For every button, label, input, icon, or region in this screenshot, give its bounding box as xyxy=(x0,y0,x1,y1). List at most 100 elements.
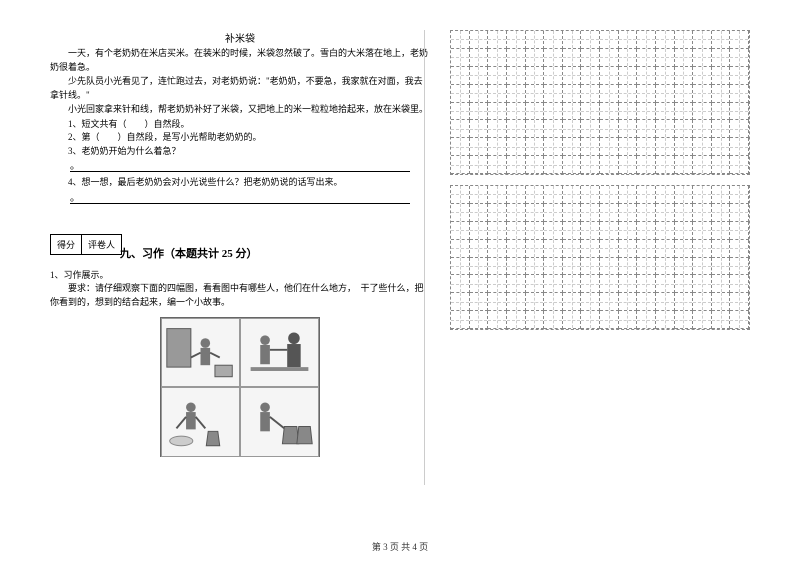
writing-cell[interactable] xyxy=(730,258,749,276)
writing-cell[interactable] xyxy=(712,311,731,329)
writing-cell[interactable] xyxy=(730,31,749,49)
writing-cell[interactable] xyxy=(488,31,507,49)
writing-cell[interactable] xyxy=(656,31,675,49)
writing-cell[interactable] xyxy=(712,103,731,121)
writing-cell[interactable] xyxy=(637,67,656,85)
writing-cell[interactable] xyxy=(675,156,694,174)
writing-cell[interactable] xyxy=(693,186,712,204)
writing-cell[interactable] xyxy=(581,222,600,240)
writing-cell[interactable] xyxy=(544,31,563,49)
writing-cell[interactable] xyxy=(600,258,619,276)
writing-cell[interactable] xyxy=(526,222,545,240)
writing-cell[interactable] xyxy=(488,293,507,311)
writing-cell[interactable] xyxy=(507,138,526,156)
writing-cell[interactable] xyxy=(675,103,694,121)
writing-cell[interactable] xyxy=(488,138,507,156)
writing-cell[interactable] xyxy=(488,120,507,138)
writing-cell[interactable] xyxy=(619,156,638,174)
writing-cell[interactable] xyxy=(675,49,694,67)
writing-cell[interactable] xyxy=(470,293,489,311)
writing-cell[interactable] xyxy=(656,67,675,85)
writing-cell[interactable] xyxy=(637,120,656,138)
writing-cell[interactable] xyxy=(470,258,489,276)
writing-cell[interactable] xyxy=(600,103,619,121)
writing-cell[interactable] xyxy=(656,138,675,156)
writing-cell[interactable] xyxy=(544,103,563,121)
writing-cell[interactable] xyxy=(507,31,526,49)
writing-cell[interactable] xyxy=(451,293,470,311)
writing-cell[interactable] xyxy=(693,138,712,156)
writing-cell[interactable] xyxy=(675,67,694,85)
writing-cell[interactable] xyxy=(488,240,507,258)
writing-cell[interactable] xyxy=(470,120,489,138)
writing-cell[interactable] xyxy=(656,204,675,222)
writing-cell[interactable] xyxy=(507,156,526,174)
writing-cell[interactable] xyxy=(581,293,600,311)
writing-cell[interactable] xyxy=(712,293,731,311)
writing-cell[interactable] xyxy=(675,275,694,293)
writing-cell[interactable] xyxy=(730,85,749,103)
writing-cell[interactable] xyxy=(693,67,712,85)
writing-cell[interactable] xyxy=(507,275,526,293)
writing-cell[interactable] xyxy=(526,103,545,121)
writing-cell[interactable] xyxy=(451,222,470,240)
writing-cell[interactable] xyxy=(544,311,563,329)
writing-cell[interactable] xyxy=(730,67,749,85)
writing-cell[interactable] xyxy=(581,31,600,49)
writing-cell[interactable] xyxy=(637,186,656,204)
writing-cell[interactable] xyxy=(451,311,470,329)
writing-cell[interactable] xyxy=(563,49,582,67)
writing-cell[interactable] xyxy=(619,204,638,222)
writing-cell[interactable] xyxy=(619,85,638,103)
writing-cell[interactable] xyxy=(619,222,638,240)
writing-cell[interactable] xyxy=(563,31,582,49)
writing-cell[interactable] xyxy=(563,120,582,138)
writing-cell[interactable] xyxy=(712,186,731,204)
writing-cell[interactable] xyxy=(712,49,731,67)
writing-cell[interactable] xyxy=(544,67,563,85)
writing-cell[interactable] xyxy=(600,275,619,293)
writing-cell[interactable] xyxy=(656,222,675,240)
writing-cell[interactable] xyxy=(637,222,656,240)
writing-cell[interactable] xyxy=(675,204,694,222)
writing-cell[interactable] xyxy=(507,293,526,311)
writing-cell[interactable] xyxy=(451,138,470,156)
writing-cell[interactable] xyxy=(581,186,600,204)
writing-cell[interactable] xyxy=(600,31,619,49)
writing-cell[interactable] xyxy=(544,49,563,67)
writing-cell[interactable] xyxy=(693,49,712,67)
writing-cell[interactable] xyxy=(544,138,563,156)
answer-line-3[interactable] xyxy=(70,160,410,172)
writing-cell[interactable] xyxy=(526,138,545,156)
writing-cell[interactable] xyxy=(581,85,600,103)
writing-cell[interactable] xyxy=(675,138,694,156)
writing-cell[interactable] xyxy=(470,31,489,49)
writing-cell[interactable] xyxy=(526,258,545,276)
writing-cell[interactable] xyxy=(637,85,656,103)
writing-cell[interactable] xyxy=(656,156,675,174)
writing-cell[interactable] xyxy=(507,186,526,204)
writing-cell[interactable] xyxy=(730,204,749,222)
writing-cell[interactable] xyxy=(581,240,600,258)
writing-cell[interactable] xyxy=(526,49,545,67)
writing-cell[interactable] xyxy=(712,240,731,258)
writing-cell[interactable] xyxy=(507,240,526,258)
writing-cell[interactable] xyxy=(600,67,619,85)
writing-cell[interactable] xyxy=(712,120,731,138)
writing-cell[interactable] xyxy=(712,258,731,276)
writing-cell[interactable] xyxy=(675,293,694,311)
writing-cell[interactable] xyxy=(507,85,526,103)
writing-cell[interactable] xyxy=(544,85,563,103)
writing-cell[interactable] xyxy=(581,138,600,156)
writing-cell[interactable] xyxy=(656,103,675,121)
writing-cell[interactable] xyxy=(600,49,619,67)
writing-cell[interactable] xyxy=(637,156,656,174)
writing-cell[interactable] xyxy=(581,103,600,121)
writing-cell[interactable] xyxy=(619,186,638,204)
writing-cell[interactable] xyxy=(526,156,545,174)
writing-grid-1[interactable] xyxy=(450,30,750,175)
writing-cell[interactable] xyxy=(675,222,694,240)
writing-cell[interactable] xyxy=(451,240,470,258)
writing-cell[interactable] xyxy=(730,293,749,311)
writing-cell[interactable] xyxy=(526,240,545,258)
